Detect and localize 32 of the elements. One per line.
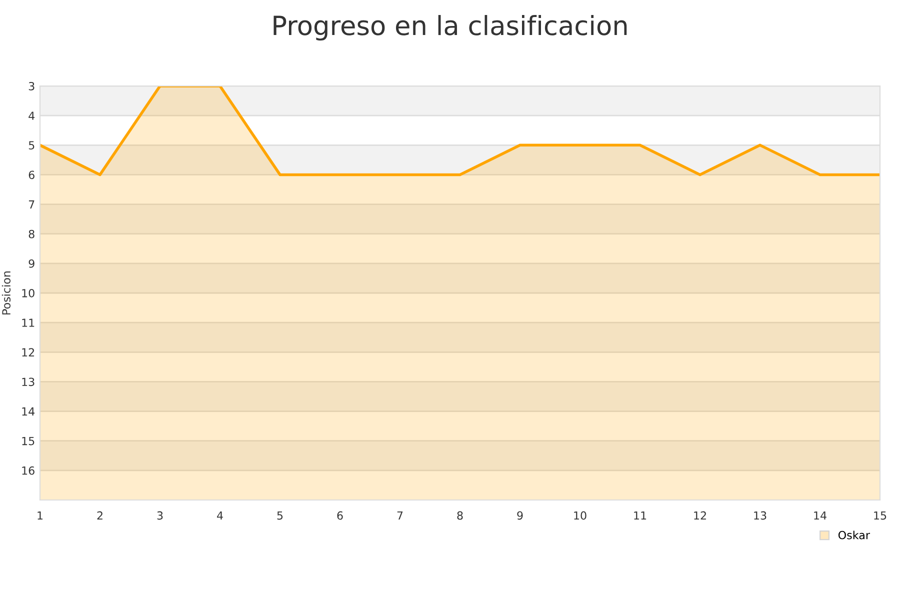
y-tick-label: 3 [28,82,34,90]
x-tick-label: 2 [97,511,102,520]
x-tick-label: 8 [457,511,463,520]
y-tick-label: 4 [28,112,35,120]
y-tick-label: 13 [22,378,34,386]
y-tick-label: 12 [22,348,34,356]
y-tick-label: 16 [22,466,34,475]
x-tick-label: 7 [397,511,403,520]
x-tick-label: 6 [337,511,343,520]
chart-title: Progreso en la clasificacion [274,15,627,41]
y-tick-label: 8 [28,230,34,238]
y-tick-label: 15 [22,436,34,446]
x-tick-label: 13 [754,511,766,520]
x-tick-label: 4 [217,511,223,520]
y-tick-label: 6 [28,170,34,180]
y-tick-label: 10 [22,288,34,298]
y-tick-label: 7 [28,200,34,209]
y-tick-label: 14 [22,407,35,416]
x-tick-label: 9 [517,511,523,520]
x-tick-label: 5 [277,511,283,520]
y-axis-title: Posicion [2,271,11,314]
x-tick-label: 1 [38,511,43,520]
x-tick-label: 10 [574,511,586,520]
legend-label: Oskar [838,530,870,540]
x-tick-label: 11 [634,511,646,520]
y-tick-label: 5 [28,141,34,150]
x-tick-label: 3 [157,511,163,520]
y-tick-label: 9 [28,259,34,268]
x-tick-label: 14 [814,511,826,520]
y-tick-label: 11 [22,318,34,327]
x-tick-label: 15 [874,511,886,520]
x-tick-label: 12 [694,511,706,520]
